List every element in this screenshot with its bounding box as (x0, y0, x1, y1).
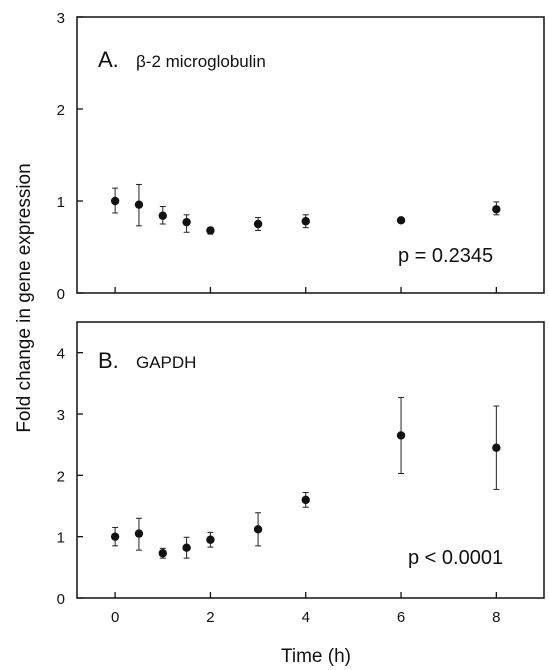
y-tick-label: 1 (57, 194, 65, 211)
data-point (110, 196, 120, 206)
x-tick-label: 2 (206, 609, 214, 626)
data-point (492, 205, 501, 214)
panel-a: 0 1 2 3 A. β-2 microglobulin p = 0.2345 (57, 10, 545, 303)
panel-letter: B. (98, 348, 119, 373)
data-point (134, 200, 144, 209)
panel-b: 0 1 2 3 4 0 2 4 6 8 B. GAPDH p < 0.0001 (57, 321, 545, 626)
y-tick-label: 2 (57, 468, 65, 485)
x-tick-label: 0 (111, 609, 119, 626)
y-tick-label: 4 (57, 346, 65, 363)
data-point (158, 549, 167, 558)
y-tick-label: 0 (57, 286, 65, 303)
panel-letter: A. (98, 47, 119, 72)
data-point (396, 431, 406, 440)
p-value-annotation: p = 0.2345 (398, 245, 493, 267)
p-value-annotation: p < 0.0001 (408, 547, 503, 569)
data-point (206, 226, 215, 235)
panel-title: β-2 microglobulin (136, 52, 266, 71)
x-axis-label: Time (h) (281, 646, 351, 667)
data-point (134, 529, 144, 538)
data-point (253, 525, 263, 534)
data-point (253, 219, 263, 229)
x-tick-label: 4 (302, 609, 310, 626)
y-tick-label: 1 (57, 530, 65, 547)
data-point (158, 211, 167, 220)
data-point (492, 443, 501, 452)
data-point (110, 532, 120, 541)
x-tick-label: 6 (397, 609, 405, 626)
data-point (182, 217, 191, 227)
y-tick-label: 2 (57, 102, 65, 119)
data-point (301, 217, 310, 226)
y-tick-label: 0 (57, 591, 65, 608)
y-tick-label: 3 (57, 407, 65, 424)
plot-frame (76, 321, 545, 599)
panel-title: GAPDH (136, 353, 196, 372)
y-tick-label: 3 (57, 10, 65, 27)
data-point (182, 543, 191, 552)
data-point (396, 216, 406, 225)
x-tick-label: 8 (492, 609, 500, 626)
data-point (301, 495, 310, 505)
y-axis-label: Fold change in gene expression (14, 163, 35, 432)
data-point (206, 535, 215, 544)
plot-frame (76, 16, 545, 294)
